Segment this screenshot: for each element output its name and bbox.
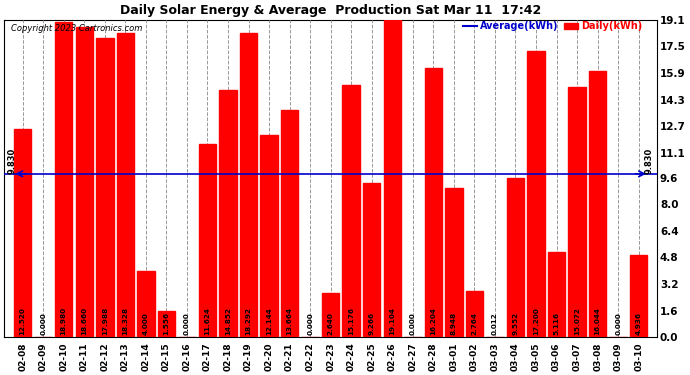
Text: 12.520: 12.520 [19, 307, 26, 335]
Text: 0.012: 0.012 [492, 312, 498, 335]
Text: 2.640: 2.640 [328, 312, 334, 335]
Bar [281, 110, 298, 337]
Text: 18.328: 18.328 [122, 307, 128, 335]
Text: 16.204: 16.204 [431, 307, 436, 335]
Text: 18.292: 18.292 [246, 307, 252, 335]
Text: 15.176: 15.176 [348, 307, 354, 335]
Bar [55, 22, 72, 337]
Bar [117, 33, 134, 337]
Text: 8.948: 8.948 [451, 312, 457, 335]
Bar [630, 255, 647, 337]
Bar [445, 189, 462, 337]
Bar [527, 51, 544, 337]
Bar [14, 129, 31, 337]
Text: 1.556: 1.556 [164, 312, 169, 335]
Bar [96, 38, 114, 337]
Text: 14.852: 14.852 [225, 307, 231, 335]
Bar [569, 87, 586, 337]
Text: 9.830: 9.830 [644, 148, 653, 174]
Text: 9.552: 9.552 [513, 312, 518, 335]
Text: 13.664: 13.664 [286, 307, 293, 335]
Bar [342, 85, 360, 337]
Text: 0.000: 0.000 [410, 312, 416, 335]
Bar [75, 27, 93, 337]
Bar [506, 178, 524, 337]
Bar [240, 33, 257, 337]
Text: 4.000: 4.000 [143, 312, 149, 335]
Bar [260, 135, 278, 337]
Bar [199, 144, 216, 337]
Legend: Average(kWh), Daily(kWh): Average(kWh), Daily(kWh) [463, 21, 642, 32]
Bar [219, 90, 237, 337]
Bar [589, 70, 607, 337]
Text: 18.980: 18.980 [61, 307, 67, 335]
Text: 12.144: 12.144 [266, 307, 272, 335]
Text: 9.266: 9.266 [368, 312, 375, 335]
Text: Copyright 2023 Cartronics.com: Copyright 2023 Cartronics.com [11, 24, 142, 33]
Bar [466, 291, 483, 337]
Text: 0.000: 0.000 [307, 312, 313, 335]
Title: Daily Solar Energy & Average  Production Sat Mar 11  17:42: Daily Solar Energy & Average Production … [120, 4, 541, 17]
Text: 16.044: 16.044 [595, 307, 600, 335]
Bar [158, 311, 175, 337]
Text: 0.000: 0.000 [184, 312, 190, 335]
Bar [137, 271, 155, 337]
Bar [424, 68, 442, 337]
Bar [548, 252, 565, 337]
Text: 19.104: 19.104 [389, 307, 395, 335]
Bar [363, 183, 380, 337]
Text: 9.830: 9.830 [8, 148, 17, 174]
Text: 0.000: 0.000 [615, 312, 621, 335]
Text: 15.072: 15.072 [574, 307, 580, 335]
Text: 0.000: 0.000 [40, 312, 46, 335]
Text: 17.200: 17.200 [533, 307, 539, 335]
Text: 5.116: 5.116 [553, 312, 560, 335]
Bar [384, 20, 401, 337]
Text: 4.936: 4.936 [635, 312, 642, 335]
Text: 17.988: 17.988 [102, 307, 108, 335]
Text: 18.660: 18.660 [81, 307, 87, 335]
Bar [322, 293, 339, 337]
Text: 11.624: 11.624 [204, 307, 210, 335]
Text: 2.764: 2.764 [471, 312, 477, 335]
